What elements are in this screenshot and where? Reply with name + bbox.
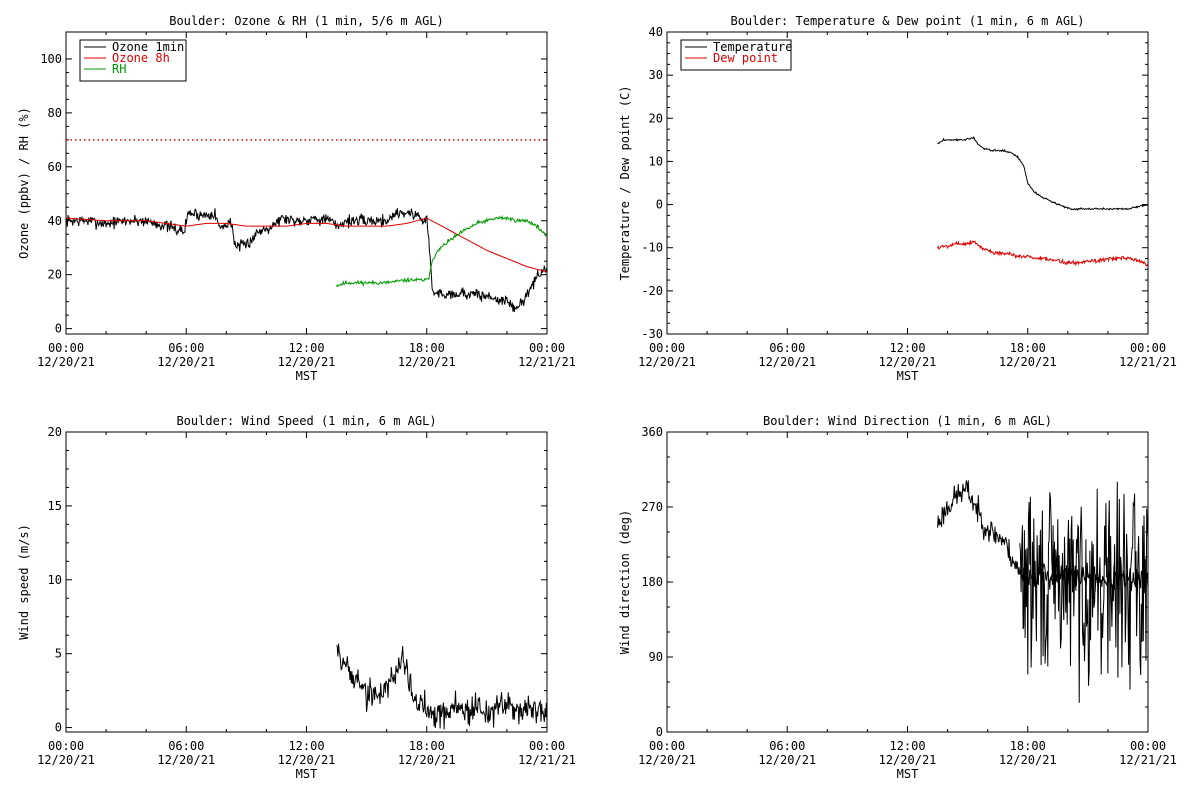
x-tick-label-date: 12/20/21 [278, 355, 336, 369]
series-wind-speed [336, 643, 547, 730]
y-axis-label: Temperature / Dew point (C) [618, 85, 632, 280]
x-tick-label-date: 12/20/21 [398, 355, 456, 369]
x-tick-label-date: 12/20/21 [638, 753, 696, 767]
x-tick-label-time: 18:00 [1010, 739, 1046, 753]
x-tick-label-date: 12/20/21 [758, 753, 816, 767]
series-rh [336, 214, 547, 288]
x-tick-label-time: 00:00 [649, 341, 685, 355]
x-tick-label-date: 12/21/21 [518, 753, 576, 767]
y-tick-label: 30 [649, 68, 663, 82]
legend-label: Temperature [713, 40, 792, 54]
y-tick-label: -20 [641, 284, 663, 298]
x-tick-label-date: 12/20/21 [999, 355, 1057, 369]
x-tick-label-time: 00:00 [529, 341, 565, 355]
y-tick-label: 60 [48, 160, 62, 174]
x-tick-label-date: 12/20/21 [157, 753, 215, 767]
y-tick-label: 5 [55, 647, 62, 661]
series-wind-direction-variable- [1019, 481, 1148, 703]
x-tick-label-time: 06:00 [769, 341, 805, 355]
y-tick-label: 100 [40, 52, 62, 66]
x-tick-label-time: 00:00 [1130, 341, 1166, 355]
plot-frame [65, 431, 548, 733]
y-tick-label: 40 [649, 25, 663, 39]
series-dew-point [937, 240, 1148, 267]
x-tick-label-time: 12:00 [288, 341, 324, 355]
x-tick-label-date: 12/20/21 [879, 355, 937, 369]
x-tick-label-time: 18:00 [409, 739, 445, 753]
y-tick-label: 0 [55, 322, 62, 336]
legend-label: Ozone 1min [112, 40, 184, 54]
y-tick-label: 20 [48, 268, 62, 282]
chart-ozone: Boulder: Ozone & RH (1 min, 5/6 m AGL) 0 2… [17, 14, 576, 383]
y-tick-label: 0 [55, 721, 62, 735]
x-tick-label-date: 12/20/21 [879, 753, 937, 767]
y-axis-label: Ozone (ppbv) / RH (%) [17, 107, 31, 259]
legend-box [680, 39, 792, 71]
y-tick-label: 270 [641, 500, 663, 514]
y-tick-label: -30 [641, 327, 663, 341]
chart-wspd: Boulder: Wind Speed (1 min, 6 m AGL) 0 5 10… [17, 414, 576, 781]
chart-title: Boulder: Temperature & Dew point (1 min,… [730, 14, 1084, 28]
legend-label: RH [112, 62, 126, 76]
legend-label: Dew point [713, 51, 778, 65]
x-axis-label: MST [897, 767, 919, 781]
y-tick-label: 10 [649, 154, 663, 168]
x-tick-label-time: 12:00 [889, 341, 925, 355]
x-tick-label-date: 12/20/21 [157, 355, 215, 369]
x-tick-label-time: 00:00 [48, 341, 84, 355]
x-tick-label-date: 12/20/21 [638, 355, 696, 369]
y-tick-label: 15 [48, 499, 62, 513]
series-temperature [937, 136, 1148, 211]
y-tick-label: 20 [48, 425, 62, 439]
x-tick-label-date: 12/21/21 [1119, 355, 1177, 369]
x-tick-label-time: 18:00 [409, 341, 445, 355]
y-axis-label: Wind direction (deg) [618, 510, 632, 655]
chart-temp: Boulder: Temperature & Dew point (1 min,… [618, 14, 1177, 383]
chart-title: Boulder: Wind Speed (1 min, 6 m AGL) [176, 414, 436, 428]
y-tick-label: 0 [656, 198, 663, 212]
plot-frame [666, 31, 1149, 335]
x-tick-label-date: 12/21/21 [518, 355, 576, 369]
y-tick-label: 20 [649, 111, 663, 125]
x-tick-label-time: 06:00 [168, 341, 204, 355]
series-ozone-8h [66, 217, 547, 273]
y-tick-label: -10 [641, 241, 663, 255]
x-tick-label-date: 12/20/21 [999, 753, 1057, 767]
x-tick-label-time: 00:00 [1130, 739, 1166, 753]
x-axis-label: MST [296, 767, 318, 781]
x-tick-label-time: 00:00 [529, 739, 565, 753]
y-tick-label: 10 [48, 573, 62, 587]
x-tick-label-time: 06:00 [769, 739, 805, 753]
x-tick-label-time: 00:00 [649, 739, 685, 753]
y-tick-label: 360 [641, 425, 663, 439]
x-tick-label-date: 12/20/21 [278, 753, 336, 767]
y-axis-label: Wind speed (m/s) [17, 524, 31, 640]
x-tick-label-time: 00:00 [48, 739, 84, 753]
chart-wdir: Boulder: Wind Direction (1 min, 6 m AGL)… [618, 414, 1177, 781]
x-tick-label-time: 12:00 [288, 739, 324, 753]
x-axis-label: MST [296, 369, 318, 383]
y-tick-label: 80 [48, 106, 62, 120]
x-tick-label-date: 12/20/21 [398, 753, 456, 767]
chart-title: Boulder: Wind Direction (1 min, 6 m AGL) [763, 414, 1052, 428]
legend-label: Ozone 8h [112, 51, 170, 65]
x-tick-label-date: 12/20/21 [37, 355, 95, 369]
y-tick-label: 90 [649, 650, 663, 664]
x-tick-label-date: 12/20/21 [758, 355, 816, 369]
series-ozone-1min [66, 208, 547, 312]
x-tick-label-date: 12/20/21 [37, 753, 95, 767]
y-tick-label: 180 [641, 575, 663, 589]
x-tick-label-time: 06:00 [168, 739, 204, 753]
x-tick-label-time: 18:00 [1010, 341, 1046, 355]
x-axis-label: MST [897, 369, 919, 383]
x-tick-label-time: 12:00 [889, 739, 925, 753]
y-tick-label: 0 [656, 725, 663, 739]
chart-title: Boulder: Ozone & RH (1 min, 5/6 m AGL) [169, 14, 444, 28]
y-tick-label: 40 [48, 214, 62, 228]
x-tick-label-date: 12/21/21 [1119, 753, 1177, 767]
